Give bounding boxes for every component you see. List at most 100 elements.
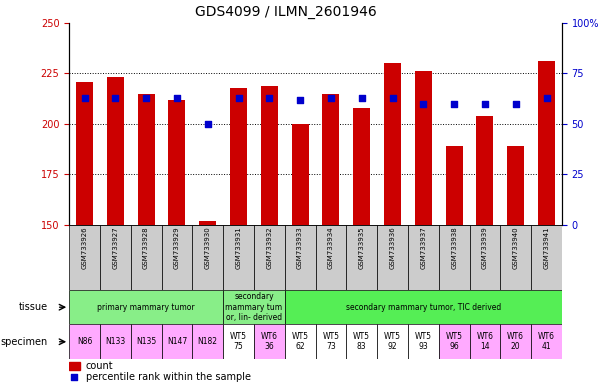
Bar <box>69 225 100 290</box>
Text: secondary mammary tumor, TIC derived: secondary mammary tumor, TIC derived <box>346 303 501 312</box>
Bar <box>501 324 531 359</box>
Point <box>141 94 151 101</box>
Text: GSM733940: GSM733940 <box>513 227 519 269</box>
Bar <box>353 108 370 225</box>
Text: N86: N86 <box>77 337 92 346</box>
Text: GSM733931: GSM733931 <box>236 227 242 269</box>
Bar <box>446 146 463 225</box>
Point <box>264 94 274 101</box>
Text: primary mammary tumor: primary mammary tumor <box>97 303 195 312</box>
Bar <box>507 146 524 225</box>
Bar <box>285 324 316 359</box>
Point <box>542 94 551 101</box>
Point <box>326 94 336 101</box>
Bar <box>230 88 247 225</box>
Text: GSM733935: GSM733935 <box>359 227 365 269</box>
Text: WT5
92: WT5 92 <box>384 332 401 351</box>
Text: GSM733937: GSM733937 <box>420 227 426 269</box>
Bar <box>223 324 254 359</box>
Text: GSM733927: GSM733927 <box>112 227 118 269</box>
Text: specimen: specimen <box>1 337 47 347</box>
Text: WT6
41: WT6 41 <box>538 332 555 351</box>
Bar <box>377 324 408 359</box>
Bar <box>538 61 555 225</box>
Bar <box>254 225 285 290</box>
Text: GSM733928: GSM733928 <box>143 227 149 269</box>
Point <box>357 94 367 101</box>
Bar <box>200 221 216 225</box>
Bar <box>469 324 501 359</box>
Point <box>70 374 79 380</box>
Text: secondary
mammary tum
or, lin- derived: secondary mammary tum or, lin- derived <box>225 292 282 322</box>
Bar <box>323 94 340 225</box>
Bar <box>168 100 185 225</box>
Text: WT6
20: WT6 20 <box>507 332 524 351</box>
Text: GSM733933: GSM733933 <box>297 227 303 269</box>
Text: GDS4099 / ILMN_2601946: GDS4099 / ILMN_2601946 <box>195 5 376 19</box>
Bar <box>408 324 439 359</box>
Point <box>480 101 490 107</box>
Bar <box>192 324 223 359</box>
Bar <box>439 225 469 290</box>
Text: percentile rank within the sample: percentile rank within the sample <box>86 372 251 382</box>
Text: WT6
14: WT6 14 <box>477 332 493 351</box>
Point <box>450 101 459 107</box>
Bar <box>131 225 162 290</box>
Text: N182: N182 <box>198 337 218 346</box>
Text: WT5
93: WT5 93 <box>415 332 432 351</box>
Bar <box>76 81 93 225</box>
Bar <box>285 225 316 290</box>
Bar <box>377 225 408 290</box>
Bar <box>408 225 439 290</box>
Text: WT5
75: WT5 75 <box>230 332 247 351</box>
Text: GSM733938: GSM733938 <box>451 227 457 269</box>
Bar <box>107 78 124 225</box>
Text: GSM733930: GSM733930 <box>205 227 211 269</box>
Bar <box>261 86 278 225</box>
Bar <box>316 225 346 290</box>
Text: GSM733936: GSM733936 <box>389 227 395 269</box>
Bar <box>531 324 562 359</box>
Bar <box>285 290 562 324</box>
Bar <box>346 225 377 290</box>
Bar <box>346 324 377 359</box>
Bar <box>501 225 531 290</box>
Bar <box>469 225 501 290</box>
Text: WT5
83: WT5 83 <box>353 332 370 351</box>
Text: count: count <box>86 361 113 371</box>
Bar <box>384 63 401 225</box>
Bar <box>192 225 223 290</box>
Bar <box>162 324 192 359</box>
Point <box>172 94 182 101</box>
Text: GSM733941: GSM733941 <box>543 227 549 269</box>
Point <box>418 101 428 107</box>
Bar <box>131 324 162 359</box>
Text: N135: N135 <box>136 337 156 346</box>
Bar <box>415 71 432 225</box>
Bar <box>162 225 192 290</box>
Text: tissue: tissue <box>19 302 47 312</box>
Point <box>388 94 397 101</box>
Bar <box>291 124 308 225</box>
Text: N133: N133 <box>105 337 126 346</box>
Point <box>203 121 213 127</box>
Bar <box>69 362 79 370</box>
Text: GSM733926: GSM733926 <box>82 227 88 269</box>
Text: WT5
73: WT5 73 <box>322 332 340 351</box>
Point <box>234 94 243 101</box>
Text: GSM733932: GSM733932 <box>266 227 272 269</box>
Bar <box>531 225 562 290</box>
Bar <box>254 324 285 359</box>
Text: WT6
36: WT6 36 <box>261 332 278 351</box>
Point <box>111 94 120 101</box>
Point <box>511 101 520 107</box>
Bar <box>69 290 223 324</box>
Text: GSM733939: GSM733939 <box>482 227 488 269</box>
Bar <box>223 225 254 290</box>
Text: WT5
62: WT5 62 <box>291 332 309 351</box>
Bar <box>223 290 285 324</box>
Bar <box>100 324 131 359</box>
Point <box>80 94 90 101</box>
Bar <box>100 225 131 290</box>
Text: WT5
96: WT5 96 <box>445 332 463 351</box>
